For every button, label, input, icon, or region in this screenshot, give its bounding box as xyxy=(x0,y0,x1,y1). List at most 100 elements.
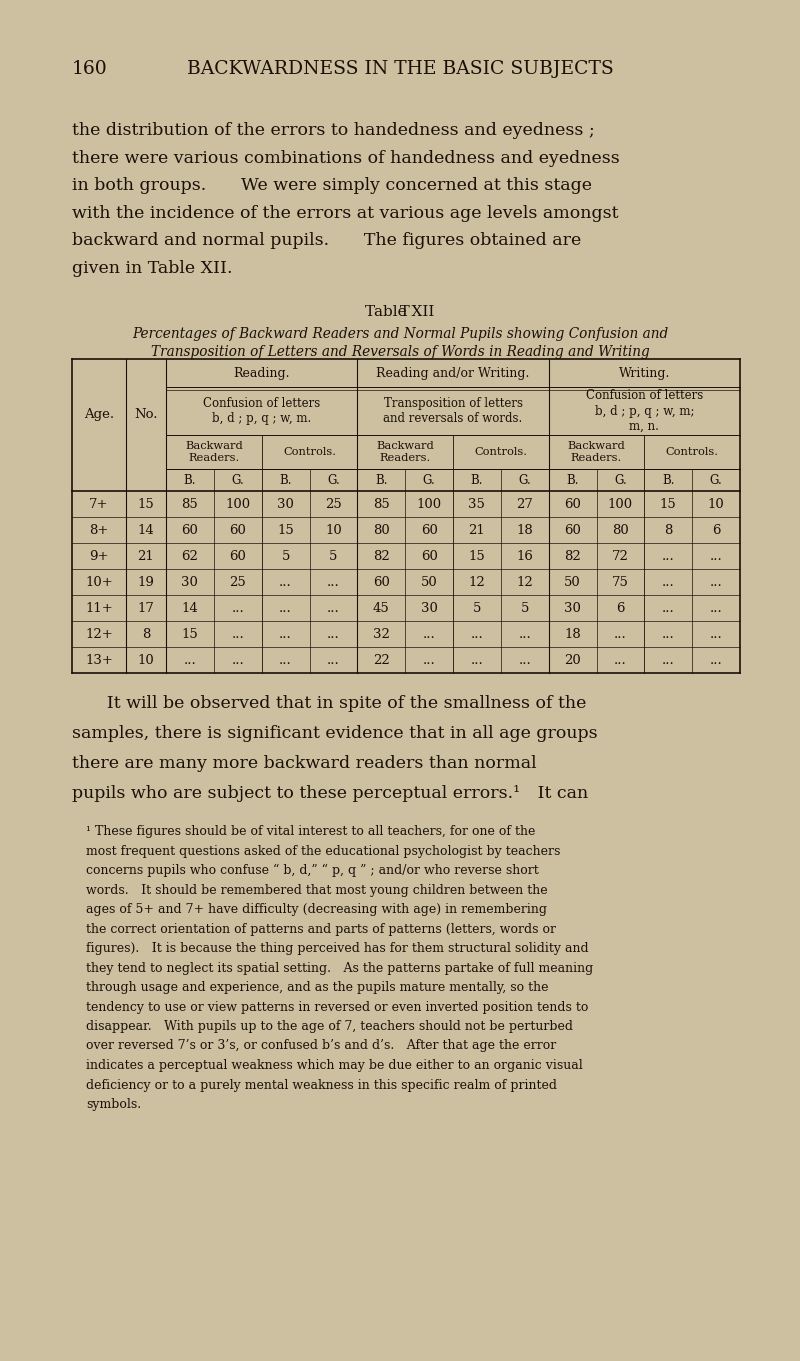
Text: ...: ... xyxy=(279,576,292,588)
Text: 100: 100 xyxy=(417,498,442,510)
Text: 13+: 13+ xyxy=(85,653,113,667)
Text: 82: 82 xyxy=(564,550,581,562)
Text: Transposition of letters
and reversals of words.: Transposition of letters and reversals o… xyxy=(383,397,522,425)
Text: 60: 60 xyxy=(230,524,246,536)
Text: 20: 20 xyxy=(564,653,581,667)
Text: 82: 82 xyxy=(373,550,390,562)
Text: 75: 75 xyxy=(612,576,629,588)
Text: 10: 10 xyxy=(138,653,154,667)
Text: 10: 10 xyxy=(325,524,342,536)
Text: 12+: 12+ xyxy=(85,627,113,641)
Text: ...: ... xyxy=(662,602,674,615)
Text: deficiency or to a purely mental weakness in this specific realm of printed: deficiency or to a purely mental weaknes… xyxy=(86,1078,557,1092)
Text: disappear. With pupils up to the age of 7, teachers should not be perturbed: disappear. With pupils up to the age of … xyxy=(86,1019,573,1033)
Text: 8: 8 xyxy=(142,627,150,641)
Text: 60: 60 xyxy=(230,550,246,562)
Text: 60: 60 xyxy=(373,576,390,588)
Text: 5: 5 xyxy=(282,550,290,562)
Text: G.: G. xyxy=(710,474,722,486)
Text: Transposition of Letters and Reversals of Words in Reading and Writing: Transposition of Letters and Reversals o… xyxy=(150,344,650,359)
Text: 25: 25 xyxy=(325,498,342,510)
Text: Writing.: Writing. xyxy=(618,366,670,380)
Text: ...: ... xyxy=(470,653,483,667)
Text: G.: G. xyxy=(231,474,244,486)
Text: 60: 60 xyxy=(421,550,438,562)
Text: there are many more backward readers than normal: there are many more backward readers tha… xyxy=(72,755,537,772)
Text: in both groups.  We were simply concerned at this stage: in both groups. We were simply concerned… xyxy=(72,177,592,195)
Text: ...: ... xyxy=(518,627,531,641)
Text: 30: 30 xyxy=(421,602,438,615)
Text: ...: ... xyxy=(470,627,483,641)
Text: ...: ... xyxy=(231,602,244,615)
Text: ...: ... xyxy=(279,627,292,641)
Text: B.: B. xyxy=(184,474,196,486)
Text: figures). It is because the thing perceived has for them structural solidity and: figures). It is because the thing percei… xyxy=(86,942,589,955)
Text: 10: 10 xyxy=(708,498,725,510)
Text: 50: 50 xyxy=(564,576,581,588)
Text: ...: ... xyxy=(327,627,340,641)
Text: ¹ These figures should be of vital interest to all teachers, for one of the: ¹ These figures should be of vital inter… xyxy=(86,825,535,838)
Text: 60: 60 xyxy=(421,524,438,536)
Text: 7+: 7+ xyxy=(90,498,109,510)
Text: 18: 18 xyxy=(564,627,581,641)
Text: 72: 72 xyxy=(612,550,629,562)
Text: symbols.: symbols. xyxy=(86,1098,141,1111)
Text: ...: ... xyxy=(518,653,531,667)
Text: Table XII: Table XII xyxy=(366,305,434,318)
Text: ...: ... xyxy=(422,653,435,667)
Text: ages of 5+ and 7+ have difficulty (decreasing with age) in remembering: ages of 5+ and 7+ have difficulty (decre… xyxy=(86,902,547,916)
Text: pupils who are subject to these perceptual errors.¹ It can: pupils who are subject to these perceptu… xyxy=(72,785,588,802)
Text: B.: B. xyxy=(470,474,483,486)
Text: 8+: 8+ xyxy=(90,524,109,536)
Text: ...: ... xyxy=(279,602,292,615)
Text: 21: 21 xyxy=(138,550,154,562)
Text: words. It should be remembered that most young children between the: words. It should be remembered that most… xyxy=(86,883,548,897)
Text: with the incidence of the errors at various age levels amongst: with the incidence of the errors at vari… xyxy=(72,204,618,222)
Text: there were various combinations of handedness and eyedness: there were various combinations of hande… xyxy=(72,150,620,166)
Text: 14: 14 xyxy=(182,602,198,615)
Text: ...: ... xyxy=(710,576,722,588)
Text: 60: 60 xyxy=(564,498,581,510)
Text: ...: ... xyxy=(183,653,196,667)
Text: T: T xyxy=(400,305,410,318)
Text: 60: 60 xyxy=(564,524,581,536)
Text: ...: ... xyxy=(710,550,722,562)
Text: the distribution of the errors to handedness and eyedness ;: the distribution of the errors to handed… xyxy=(72,122,594,139)
Text: 14: 14 xyxy=(138,524,154,536)
Text: 30: 30 xyxy=(277,498,294,510)
Text: through usage and experience, and as the pupils mature mentally, so the: through usage and experience, and as the… xyxy=(86,981,549,994)
Text: 45: 45 xyxy=(373,602,390,615)
Text: ...: ... xyxy=(710,653,722,667)
Text: ...: ... xyxy=(327,576,340,588)
Text: ...: ... xyxy=(662,550,674,562)
Text: 19: 19 xyxy=(138,576,154,588)
Text: Reading.: Reading. xyxy=(234,366,290,380)
Text: Backward
Readers.: Backward Readers. xyxy=(376,441,434,463)
Text: 15: 15 xyxy=(278,524,294,536)
Text: G.: G. xyxy=(614,474,626,486)
Text: 15: 15 xyxy=(469,550,486,562)
Text: 62: 62 xyxy=(182,550,198,562)
Text: 30: 30 xyxy=(182,576,198,588)
Text: tendency to use or view patterns in reversed or even inverted position tends to: tendency to use or view patterns in reve… xyxy=(86,1000,588,1014)
Text: the correct orientation of patterns and parts of patterns (letters, words or: the correct orientation of patterns and … xyxy=(86,923,556,935)
Text: It will be observed that in spite of the smallness of the: It will be observed that in spite of the… xyxy=(72,695,586,712)
Text: 8: 8 xyxy=(664,524,673,536)
Text: G.: G. xyxy=(518,474,531,486)
Text: Age.: Age. xyxy=(84,407,114,421)
Text: 11+: 11+ xyxy=(85,602,113,615)
Text: they tend to neglect its spatial setting. As the patterns partake of full meanin: they tend to neglect its spatial setting… xyxy=(86,961,594,974)
Text: BACKWARDNESS IN THE BASIC SUBJECTS: BACKWARDNESS IN THE BASIC SUBJECTS xyxy=(186,60,614,78)
Text: Confusion of letters
b, d ; p, q ; w, m.: Confusion of letters b, d ; p, q ; w, m. xyxy=(203,397,320,425)
Text: G.: G. xyxy=(422,474,435,486)
Text: 27: 27 xyxy=(516,498,533,510)
Text: 17: 17 xyxy=(138,602,154,615)
Text: Controls.: Controls. xyxy=(474,446,527,457)
Text: ...: ... xyxy=(327,602,340,615)
Text: 5: 5 xyxy=(521,602,529,615)
Text: ...: ... xyxy=(614,627,626,641)
Text: backward and normal pupils.  The figures obtained are: backward and normal pupils. The figures … xyxy=(72,231,582,249)
Text: 85: 85 xyxy=(182,498,198,510)
Text: 15: 15 xyxy=(660,498,677,510)
Text: B.: B. xyxy=(279,474,292,486)
